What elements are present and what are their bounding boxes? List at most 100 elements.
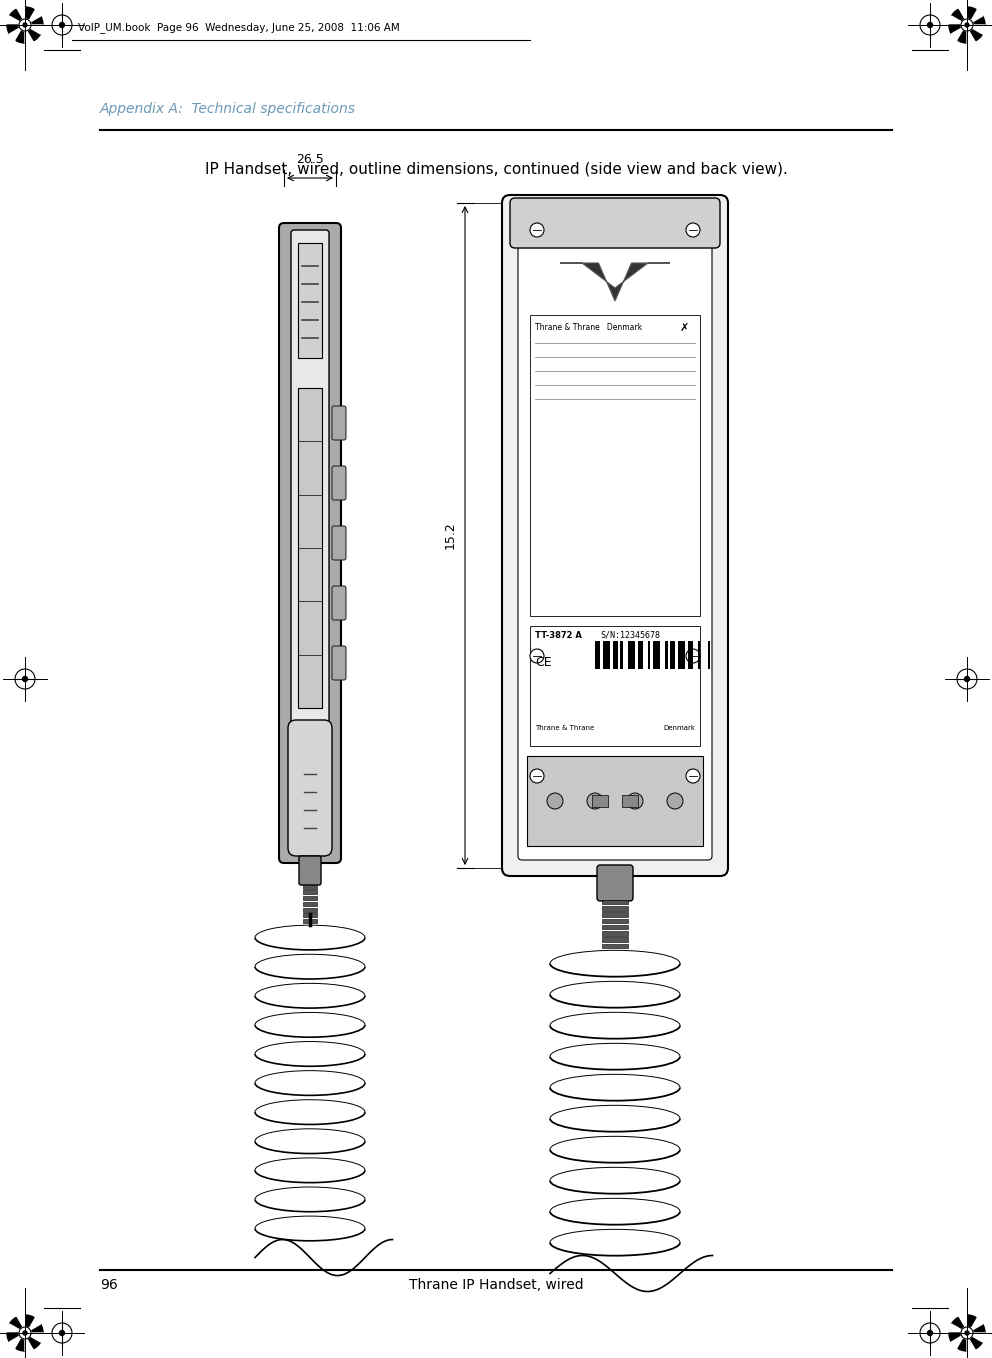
Wedge shape bbox=[16, 7, 25, 24]
Circle shape bbox=[964, 676, 969, 682]
Circle shape bbox=[928, 23, 932, 27]
Bar bbox=[602, 906, 628, 910]
Text: IP Handset, wired, outline dimensions, continued (side view and back view).: IP Handset, wired, outline dimensions, c… bbox=[204, 162, 788, 177]
Wedge shape bbox=[25, 1317, 41, 1334]
FancyBboxPatch shape bbox=[597, 865, 633, 900]
Text: Denmark: Denmark bbox=[663, 725, 695, 731]
Bar bbox=[602, 641, 610, 669]
Circle shape bbox=[530, 649, 544, 663]
Bar bbox=[628, 641, 635, 669]
Bar bbox=[298, 243, 322, 359]
FancyBboxPatch shape bbox=[332, 466, 346, 500]
Wedge shape bbox=[25, 10, 41, 24]
Bar bbox=[592, 794, 608, 807]
Wedge shape bbox=[16, 1315, 25, 1334]
Bar bbox=[622, 794, 638, 807]
Wedge shape bbox=[16, 24, 25, 43]
Text: 96: 96 bbox=[100, 1278, 118, 1291]
Circle shape bbox=[23, 23, 27, 27]
Circle shape bbox=[530, 223, 544, 238]
Bar bbox=[612, 641, 617, 669]
FancyBboxPatch shape bbox=[518, 210, 712, 860]
FancyBboxPatch shape bbox=[332, 406, 346, 440]
Wedge shape bbox=[9, 10, 25, 24]
Circle shape bbox=[961, 19, 973, 31]
Bar bbox=[303, 902, 317, 906]
Wedge shape bbox=[25, 1324, 43, 1334]
Bar bbox=[707, 641, 710, 669]
Text: ✗: ✗ bbox=[680, 323, 689, 333]
Bar bbox=[527, 756, 703, 846]
Circle shape bbox=[19, 19, 31, 31]
Wedge shape bbox=[958, 7, 967, 24]
Circle shape bbox=[686, 223, 700, 238]
Wedge shape bbox=[949, 16, 967, 24]
Wedge shape bbox=[958, 1334, 967, 1351]
Bar bbox=[530, 315, 700, 617]
Bar bbox=[602, 937, 628, 941]
Wedge shape bbox=[25, 1334, 34, 1351]
Text: VoIP_UM.book  Page 96  Wednesday, June 25, 2008  11:06 AM: VoIP_UM.book Page 96 Wednesday, June 25,… bbox=[78, 22, 400, 33]
Bar bbox=[602, 925, 628, 929]
Bar bbox=[602, 913, 628, 917]
FancyBboxPatch shape bbox=[502, 196, 728, 876]
Wedge shape bbox=[967, 1315, 976, 1334]
Wedge shape bbox=[7, 1334, 25, 1342]
Circle shape bbox=[547, 793, 563, 809]
FancyBboxPatch shape bbox=[299, 856, 321, 885]
Bar bbox=[530, 626, 700, 746]
Bar bbox=[303, 907, 317, 911]
Bar bbox=[665, 641, 668, 669]
Bar bbox=[602, 944, 628, 948]
Wedge shape bbox=[7, 16, 25, 24]
Bar bbox=[602, 900, 628, 904]
Wedge shape bbox=[25, 24, 41, 41]
Wedge shape bbox=[958, 24, 967, 43]
Circle shape bbox=[965, 1331, 969, 1335]
Wedge shape bbox=[967, 1334, 976, 1351]
Bar bbox=[303, 914, 317, 917]
Wedge shape bbox=[949, 24, 967, 34]
Wedge shape bbox=[25, 7, 34, 24]
Text: TT-3872 A: TT-3872 A bbox=[535, 631, 582, 640]
Bar bbox=[687, 641, 692, 669]
Bar bbox=[602, 918, 628, 923]
Wedge shape bbox=[951, 10, 967, 24]
Wedge shape bbox=[967, 1334, 985, 1342]
Wedge shape bbox=[967, 10, 983, 24]
FancyBboxPatch shape bbox=[332, 587, 346, 621]
Bar bbox=[602, 932, 628, 936]
Wedge shape bbox=[25, 1315, 34, 1334]
Wedge shape bbox=[958, 1315, 967, 1334]
Bar bbox=[303, 884, 317, 888]
Wedge shape bbox=[7, 24, 25, 34]
Circle shape bbox=[627, 793, 643, 809]
Wedge shape bbox=[967, 24, 985, 34]
Wedge shape bbox=[25, 24, 43, 34]
Wedge shape bbox=[949, 1324, 967, 1334]
Circle shape bbox=[23, 1331, 27, 1335]
Circle shape bbox=[965, 23, 969, 27]
Circle shape bbox=[60, 23, 64, 27]
Polygon shape bbox=[560, 263, 670, 301]
Wedge shape bbox=[25, 16, 43, 24]
Wedge shape bbox=[967, 1334, 983, 1348]
Text: Thrane & Thrane: Thrane & Thrane bbox=[535, 725, 594, 731]
Wedge shape bbox=[7, 1324, 25, 1334]
Wedge shape bbox=[9, 1317, 25, 1334]
FancyBboxPatch shape bbox=[279, 223, 341, 862]
Bar bbox=[648, 641, 650, 669]
Circle shape bbox=[928, 1331, 932, 1335]
Circle shape bbox=[686, 649, 700, 663]
Circle shape bbox=[530, 769, 544, 784]
Wedge shape bbox=[9, 24, 25, 41]
Text: Thrane & Thrane   Denmark: Thrane & Thrane Denmark bbox=[535, 323, 642, 331]
Text: S/N:12345678: S/N:12345678 bbox=[600, 631, 660, 640]
Wedge shape bbox=[951, 1317, 967, 1334]
Bar bbox=[303, 919, 317, 923]
Circle shape bbox=[667, 793, 683, 809]
Text: 26.5: 26.5 bbox=[297, 153, 323, 166]
Circle shape bbox=[961, 1327, 973, 1339]
FancyBboxPatch shape bbox=[291, 230, 329, 851]
Wedge shape bbox=[9, 1334, 25, 1348]
